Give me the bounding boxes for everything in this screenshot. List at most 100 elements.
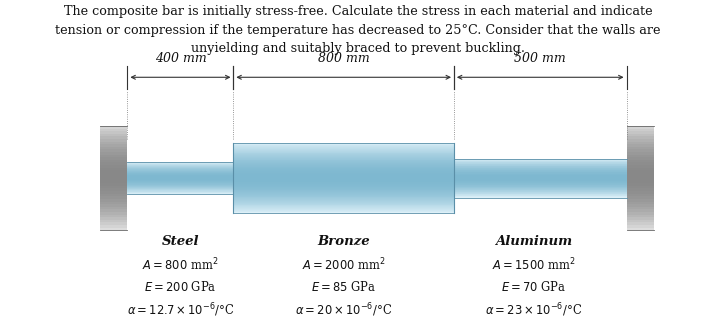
Bar [233, 198, 454, 199]
Bar [127, 162, 233, 163]
Bar [454, 183, 626, 184]
Bar [127, 193, 233, 194]
Bar [127, 182, 233, 183]
Text: 400 mm: 400 mm [155, 51, 206, 65]
Bar [626, 178, 654, 181]
Bar [454, 177, 626, 178]
Bar [454, 186, 626, 187]
Bar [127, 170, 233, 171]
Bar [454, 190, 626, 191]
Bar [626, 188, 654, 191]
Bar [100, 175, 127, 178]
Bar [233, 182, 454, 183]
Bar [454, 170, 626, 171]
Bar [454, 187, 626, 188]
Text: $\alpha = 23 \times 10^{-6}/\degree$C: $\alpha = 23 \times 10^{-6}/\degree$C [485, 301, 582, 319]
Bar [100, 217, 127, 220]
Bar [233, 179, 454, 180]
Bar [233, 183, 454, 184]
Bar [626, 186, 654, 188]
Bar [127, 171, 233, 172]
Bar [233, 152, 454, 153]
Bar [100, 150, 127, 152]
Bar [233, 167, 454, 168]
Bar [100, 129, 127, 131]
Bar [626, 227, 654, 230]
Bar [454, 189, 626, 190]
Bar [127, 174, 233, 175]
Bar [233, 157, 454, 158]
Bar [100, 220, 127, 222]
Bar [233, 199, 454, 200]
Bar [626, 191, 654, 194]
Bar [127, 177, 233, 178]
Bar [127, 190, 233, 191]
Bar [100, 136, 127, 139]
Bar [233, 146, 454, 147]
Bar [626, 150, 654, 152]
Bar [233, 172, 454, 173]
Bar [454, 163, 626, 164]
Bar [127, 164, 233, 165]
Bar [233, 192, 454, 193]
Bar [454, 178, 626, 179]
Bar [233, 154, 454, 155]
Bar [127, 181, 233, 182]
Bar [233, 170, 454, 171]
Bar [454, 166, 626, 167]
Bar [626, 217, 654, 220]
Bar [454, 172, 626, 173]
Bar [100, 207, 127, 209]
Bar [626, 199, 654, 202]
Bar [626, 136, 654, 139]
Bar [100, 134, 127, 136]
Bar [127, 186, 233, 187]
Bar [127, 178, 233, 179]
Bar [100, 165, 127, 168]
Bar [626, 129, 654, 131]
Bar [626, 181, 654, 183]
Bar [454, 175, 626, 176]
Bar [454, 184, 626, 185]
Bar [233, 212, 454, 213]
Bar [100, 168, 127, 170]
Bar [233, 153, 454, 154]
Text: $E = 85$ GPa: $E = 85$ GPa [311, 280, 376, 294]
Bar [233, 162, 454, 163]
Bar [233, 194, 454, 195]
Bar [233, 166, 454, 167]
Bar [626, 209, 654, 212]
Bar [233, 181, 454, 182]
Bar [626, 131, 654, 134]
Bar [454, 196, 626, 197]
Bar [100, 155, 127, 157]
Bar [626, 202, 654, 204]
Text: The composite bar is initially stress-free. Calculate the stress in each materia: The composite bar is initially stress-fr… [55, 5, 661, 55]
Bar [127, 173, 233, 174]
Text: Bronze: Bronze [317, 236, 370, 248]
Bar [626, 225, 654, 227]
Bar [626, 163, 654, 165]
Bar [233, 180, 454, 181]
Bar [233, 189, 454, 190]
Bar [233, 149, 454, 150]
Bar [454, 176, 626, 177]
Bar [454, 161, 626, 162]
Bar [127, 168, 233, 169]
Bar [454, 167, 626, 168]
Bar [626, 142, 654, 144]
Bar [233, 195, 454, 196]
Bar [454, 195, 626, 196]
Bar [100, 147, 127, 150]
Bar [233, 184, 454, 185]
Bar [100, 225, 127, 227]
Bar [626, 183, 654, 186]
Bar [100, 139, 127, 142]
Bar [127, 187, 233, 188]
Bar [454, 160, 626, 161]
Bar [127, 192, 233, 193]
Bar [127, 172, 233, 173]
Bar [626, 196, 654, 199]
Bar [626, 152, 654, 155]
Bar [454, 159, 626, 160]
